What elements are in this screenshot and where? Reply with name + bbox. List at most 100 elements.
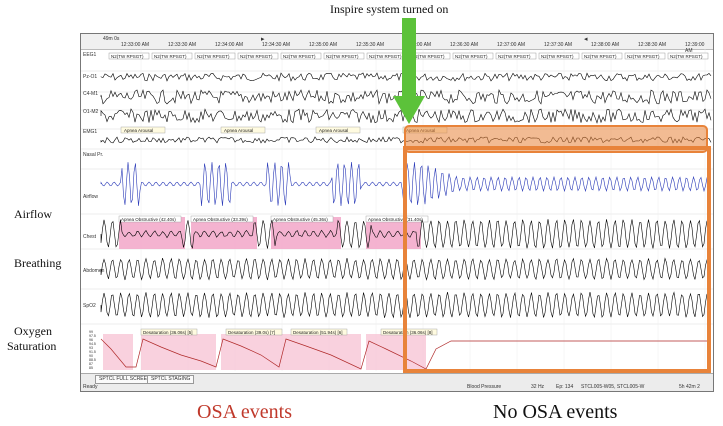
channel-nasal: Nasal Pr. (83, 152, 104, 158)
stage-box (495, 52, 537, 60)
desat-label: Desaturation (36.06s) [5] (143, 330, 193, 335)
time-tick-label: 12:39:00 AM (685, 42, 705, 54)
stage-box (581, 52, 623, 60)
tab-staging[interactable]: SPTCL STAGING (147, 375, 195, 384)
stage-label: N2(TW RPSGT) (369, 54, 402, 59)
apnea-region (191, 217, 257, 249)
inspire-callout: Inspire system turned on (330, 2, 449, 16)
desaturation-region (141, 334, 216, 370)
osa-events-label: OSA events (197, 401, 292, 423)
channel-emg: EMG1 (83, 129, 98, 135)
stage-label: N2(TW RPSGT) (283, 54, 316, 59)
stage-label: N2(TW RPSGT) (627, 54, 660, 59)
spo2-tick-label: 94.5 (89, 342, 96, 346)
stage-label: N2(TW RPSGT) (412, 54, 445, 59)
time-tick-label: 12:35:30 AM (356, 42, 385, 48)
nav-forward-icon[interactable]: ▸ (261, 36, 265, 43)
spo2-tick-label: 87 (89, 362, 93, 366)
arousal-box (315, 126, 361, 134)
apnea-label: Apnea Obstructive (45.36s) (273, 217, 328, 222)
stage-box (323, 52, 365, 60)
apnea-label: Apnea Obstructive (42.40s) (121, 217, 176, 222)
oxygen-label: Oxygen (14, 324, 52, 338)
apnea-box (118, 215, 182, 223)
spo2-tick-label: 85 (89, 366, 93, 370)
nav-back-icon[interactable]: ◂ (584, 36, 588, 43)
desaturation-region (221, 334, 281, 370)
channel-abdomen: Abdomen (83, 268, 105, 274)
stage-box (194, 52, 236, 60)
status-elapsed: 5h 42m 2 (679, 384, 700, 390)
stage-label: N2(TW RPSGT) (197, 54, 230, 59)
desat-box (140, 328, 198, 336)
time-tick-label: 12:35:00 AM (309, 42, 338, 48)
channel-eeg1: EEG1 (83, 52, 97, 58)
status-study-id: STCL005-W05, STCL005-W (581, 384, 645, 390)
spo2-tick-label: 90 (89, 354, 93, 358)
stage-box (280, 52, 322, 60)
channel-chest: Chest (83, 234, 97, 240)
green-arrow (393, 18, 425, 124)
desat-box (290, 328, 348, 336)
arousal-box (120, 126, 166, 134)
time-tick-label: 12:33:00 AM (121, 42, 150, 48)
desat-label: Desaturation (51.94s) [6] (293, 330, 343, 335)
time-tick-label: 12:38:00 AM (591, 42, 620, 48)
stage-label: N2(TW RPSGT) (498, 54, 531, 59)
no-osa-events-label: No OSA events (493, 401, 618, 423)
no-osa-highlight-box (403, 146, 711, 373)
airflow-label: Airflow (14, 207, 52, 221)
stage-label: N2(TW RPSGT) (541, 54, 574, 59)
status-sample-rate: 32 Hz (531, 384, 545, 390)
spo2-tick-label: 88.5 (89, 358, 96, 362)
apnea-box (190, 215, 254, 223)
epoch-label: 49m 0s (103, 36, 120, 42)
time-tick-label: 12:34:00 AM (215, 42, 244, 48)
stage-box (151, 52, 193, 60)
time-tick-label: 12:37:00 AM (497, 42, 526, 48)
spo2-tick-label: 97.5 (89, 334, 96, 338)
desat-label: Desaturation (36.06s) [8] (383, 330, 433, 335)
spo2-tick-label: 91.5 (89, 350, 96, 354)
desat-label: Desaturation (39.0s) [7] (228, 330, 275, 335)
arousal-label: Apnea Arousal (319, 128, 348, 133)
channel-o1: O1-M2 (83, 109, 99, 115)
arousal-box (220, 126, 266, 134)
time-tick-label: 12:36:30 AM (450, 42, 479, 48)
channel-airflow: Airflow (83, 194, 99, 200)
emg-highlight-box (404, 125, 708, 153)
breathing-label: Breathing (14, 256, 62, 270)
time-tick-label: 12:37:30 AM (544, 42, 573, 48)
desat-box (380, 328, 438, 336)
stage-box (452, 52, 494, 60)
channel-spo2: SpO2 (83, 303, 96, 309)
stage-box (237, 52, 279, 60)
stage-box (624, 52, 666, 60)
desaturation-region (103, 334, 133, 370)
desaturation-region (281, 334, 361, 370)
apnea-box (365, 215, 429, 223)
apnea-label: Apnea Obstructive (31.40s) (368, 217, 423, 222)
time-tick-label: 12:38:30 AM (638, 42, 667, 48)
stage-label: N2(TW RPSGT) (670, 54, 703, 59)
time-tick-label: 12:33:30 AM (168, 42, 197, 48)
arousal-label: Apnea Arousal (224, 128, 253, 133)
status-epoch: Ep: 134 (556, 384, 574, 390)
desat-box (225, 328, 283, 336)
psg-software-window: 49m 0s ▸ ◂ 12:33:00 AM 12:33:30 AM 12:34:0… (80, 33, 714, 392)
status-blood-pressure: Blood Pressure (467, 384, 502, 390)
spo2-tick-label: 96 (89, 338, 93, 342)
stage-box (538, 52, 580, 60)
spo2-tick-label: 93 (89, 346, 93, 350)
time-tick-label: 12:34:30 AM (262, 42, 291, 48)
stage-label: N2(TW RPSGT) (326, 54, 359, 59)
apnea-box (270, 215, 334, 223)
spo2-tick-label: 99 (89, 330, 93, 334)
stage-box (108, 52, 150, 60)
stage-label: N2(TW RPSGT) (154, 54, 187, 59)
time-navigation-bar[interactable]: 49m 0s ▸ ◂ 12:33:00 AM 12:33:30 AM 12:34:0… (81, 34, 713, 54)
stage-label: N2(TW RPSGT) (111, 54, 144, 59)
channel-pz: Pz-O1 (83, 74, 98, 80)
status-bar: SPTCL FULL SCREEN SPTCL STAGING Ready Bl… (81, 373, 713, 391)
